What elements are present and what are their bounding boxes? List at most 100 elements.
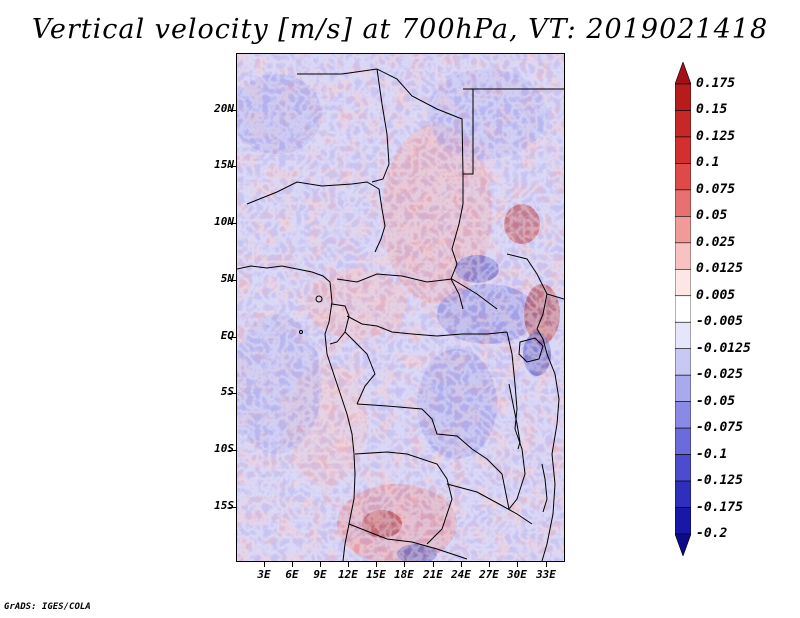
colorbar-label: -0.2 <box>696 526 728 541</box>
lat-label-eq: EQ <box>220 329 234 342</box>
border-sudan <box>463 88 564 175</box>
border-car <box>336 273 498 310</box>
lon-label-12e: 12E <box>338 568 358 581</box>
political-boundaries <box>237 68 564 561</box>
lat-label-5n: 5N <box>220 272 234 285</box>
colorbar-label: 0.075 <box>696 181 736 197</box>
colorbar-label: -0.0125 <box>696 340 751 356</box>
border-sahel <box>246 181 386 253</box>
lon-tick <box>264 562 265 567</box>
border-congo <box>346 315 508 337</box>
lon-tick <box>292 562 293 567</box>
bioko-island <box>299 295 323 334</box>
colorbar-segment <box>675 189 691 217</box>
border-chad <box>450 174 464 310</box>
border-nw2 <box>371 68 390 183</box>
lat-tick <box>229 166 236 167</box>
colorbar-segment <box>675 321 691 350</box>
west-africa-coast <box>237 265 356 561</box>
lon-tick <box>348 562 349 567</box>
lon-label-15e: 15E <box>366 568 386 581</box>
lon-label-30e: 30E <box>507 568 527 581</box>
colorbar-segment <box>675 216 691 244</box>
lon-tick <box>404 562 405 567</box>
lat-tick <box>229 450 236 451</box>
colorbar-top-arrow <box>675 62 691 85</box>
lake-tanganyika <box>508 383 521 450</box>
border-drc-south <box>356 403 510 510</box>
colorbar-label: -0.1 <box>696 446 728 462</box>
border-gabon <box>329 303 350 345</box>
colorbar-label: 0.125 <box>696 128 736 144</box>
colorbar-segment <box>675 507 691 535</box>
lon-label-27e: 27E <box>479 568 499 581</box>
lon-tick <box>546 562 547 567</box>
border-drc-east <box>506 331 526 510</box>
chart-title: Vertical velocity [m/s] at 700hPa, VT: 2… <box>31 14 769 45</box>
colorbar-segment <box>675 83 691 111</box>
colorbar-label: 0.05 <box>696 208 728 224</box>
colorbar-label: -0.125 <box>696 473 743 489</box>
lon-tick <box>489 562 490 567</box>
lake-malawi <box>541 463 548 513</box>
border-angola <box>354 451 453 545</box>
colorbar-segment <box>675 295 691 323</box>
lon-label-33e: 33E <box>536 568 556 581</box>
lon-tick <box>320 562 321 567</box>
lat-tick <box>229 280 236 281</box>
colorbar-label: -0.025 <box>696 367 743 383</box>
lon-label-3e: 3E <box>257 568 271 581</box>
lon-label-24e: 24E <box>451 568 471 581</box>
colorbar-segment <box>675 110 691 138</box>
lat-label-20n: 20N <box>214 102 234 115</box>
colorbar-segment <box>675 427 691 455</box>
lat-label-10n: 10N <box>214 215 234 228</box>
lat-label-15s: 15S <box>214 499 234 512</box>
colorbar-label: 0.15 <box>696 102 728 118</box>
vertical-velocity-map <box>236 53 565 562</box>
colorbar-label: -0.005 <box>696 314 743 330</box>
colorbar-label: 0.0125 <box>696 261 743 277</box>
colorbar-label: -0.05 <box>696 393 736 409</box>
colorbar-label: -0.175 <box>696 499 743 515</box>
lon-tick <box>517 562 518 567</box>
colorbar-label: 0.175 <box>696 76 736 91</box>
field-contour-lines <box>237 54 564 561</box>
colorbar-segment <box>675 163 691 191</box>
lat-label-15n: 15N <box>214 158 234 171</box>
lat-tick <box>229 337 236 338</box>
colorbar-segment <box>675 480 691 508</box>
colorbar-label: 0.025 <box>696 234 736 250</box>
border-northwest <box>297 68 464 175</box>
lon-label-6e: 6E <box>285 568 299 581</box>
colorbar-segment <box>675 136 691 164</box>
lat-label-5s: 5S <box>220 385 234 398</box>
colorbar <box>675 62 691 556</box>
lake-victoria <box>518 337 544 363</box>
colorbar-label: 0.005 <box>696 287 736 303</box>
colorbar-segment <box>675 374 691 402</box>
lat-label-10s: 10S <box>214 442 234 455</box>
colorbar-label: -0.075 <box>696 420 743 436</box>
lon-tick <box>461 562 462 567</box>
lat-tick <box>229 110 236 111</box>
border-zambia <box>446 483 533 525</box>
border-ethiopia <box>506 253 564 300</box>
lat-tick <box>229 393 236 394</box>
colorbar-segment <box>675 401 691 429</box>
east-africa <box>536 293 560 561</box>
lon-label-21e: 21E <box>423 568 443 581</box>
colorbar-segment <box>675 454 691 482</box>
lon-label-18e: 18E <box>394 568 414 581</box>
colorbar-segment <box>675 348 691 376</box>
lat-tick <box>229 223 236 224</box>
border-namibia <box>348 523 468 560</box>
lon-tick <box>433 562 434 567</box>
lon-tick <box>376 562 377 567</box>
border-drc-west <box>344 331 376 405</box>
grads-credit: GrADS: IGES/COLA <box>4 602 91 612</box>
colorbar-label: 0.1 <box>696 155 720 171</box>
colorbar-bottom-arrow <box>675 533 691 556</box>
colorbar-segment <box>675 268 691 297</box>
lat-tick <box>229 507 236 508</box>
